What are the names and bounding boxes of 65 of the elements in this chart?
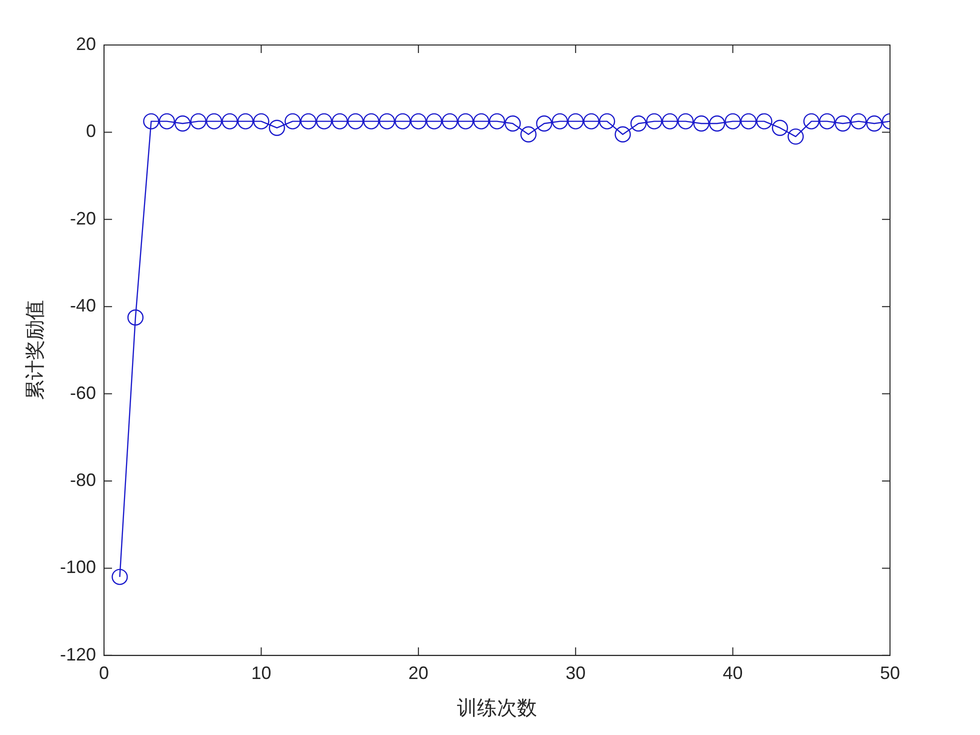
point [819,113,836,130]
point [583,113,600,130]
point [237,113,254,130]
point [834,115,851,132]
point [206,113,222,130]
point [253,113,270,130]
point [268,120,286,136]
y-tick-label: -40 [70,296,96,316]
y-axis-title: 累计奖励值 [24,300,47,400]
point [614,126,631,142]
point [678,113,694,130]
y-tick-label: -60 [70,382,96,403]
point [457,113,474,130]
point [363,113,380,130]
point [740,113,757,130]
point [473,113,490,130]
x-tick-label: 0 [99,663,110,684]
y-tick-label: -100 [60,557,96,578]
point [442,113,458,130]
x-tick-label: 10 [251,663,272,684]
y-tick-label: 20 [76,34,96,54]
point [788,128,804,145]
point [426,113,442,130]
point [127,309,144,326]
point [222,113,238,130]
point [568,113,584,130]
point [300,113,316,130]
point [803,113,820,130]
point [394,113,411,130]
point [756,113,772,130]
point [520,126,537,142]
x-tick-label: 20 [408,663,428,684]
x-tick-label: 50 [880,663,900,684]
point [552,113,568,130]
point [410,113,427,130]
point [866,115,882,132]
point [347,113,364,130]
point [174,115,191,132]
point [646,113,662,130]
point [284,113,301,130]
point [772,120,788,136]
y-tick-label: -120 [60,644,96,664]
point [112,568,128,586]
point [630,115,647,132]
point [316,113,332,130]
x-axis-title: 训练次数 [457,698,538,720]
x-tick-label: 30 [566,663,586,684]
point [598,113,616,130]
point [143,113,160,130]
y-tick-label: 0 [86,121,96,142]
x-tick-label: 40 [722,663,743,684]
point [850,113,867,130]
point [693,115,710,132]
point [488,113,506,130]
y-tick-label: -20 [70,208,96,228]
point [536,115,552,132]
point [504,115,521,132]
point [190,113,206,130]
point [332,113,348,130]
point [708,115,726,132]
point [378,113,396,130]
point [724,113,741,130]
point [662,113,678,130]
point [158,113,176,130]
y-tick-label: -80 [70,470,96,490]
